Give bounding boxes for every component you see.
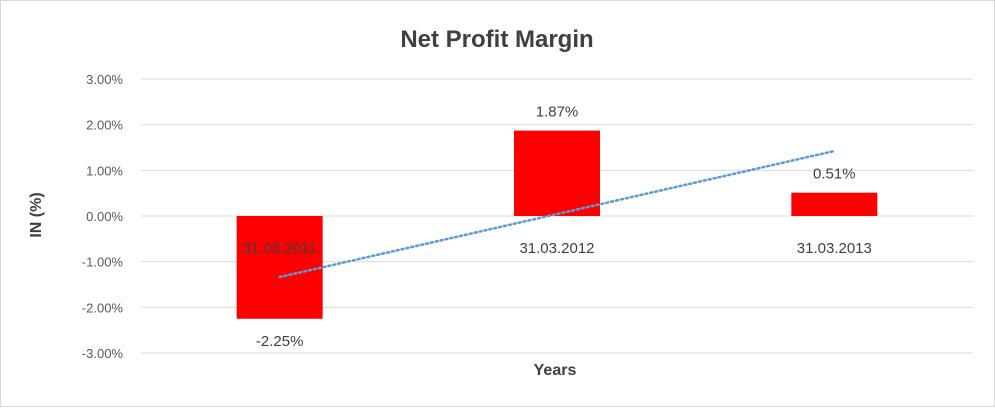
x-category-label: 31.03.2011 [243,240,317,257]
chart-title: Net Profit Margin [400,26,593,53]
trendline-layer [278,149,836,279]
y-tick-label: 0.00% [86,209,123,224]
bar [514,130,600,216]
labels: 3.00% 2.00% 1.00% 0.00% -1.00% -2.00% -3.00% 31… [82,72,872,361]
x-axis-title: Years [534,362,577,379]
y-tick-label: -1.00% [82,255,124,270]
x-category-label: 31.03.2013 [797,240,872,257]
data-label: 1.87% [536,104,579,121]
y-tick-label: -2.00% [82,300,124,315]
data-label: -2.25% [256,333,304,350]
y-tick-label: -3.00% [82,346,124,361]
x-category-label: 31.03.2012 [519,240,594,257]
y-axis-title: IN (%) [28,192,45,237]
bar [791,192,878,216]
data-label: 0.51% [813,166,856,183]
trendline [278,149,836,279]
y-tick-label: 1.00% [86,163,123,178]
y-tick-label: 2.00% [86,118,123,133]
bar [236,216,323,319]
bars [236,130,878,319]
y-tick-label: 3.00% [86,72,123,87]
